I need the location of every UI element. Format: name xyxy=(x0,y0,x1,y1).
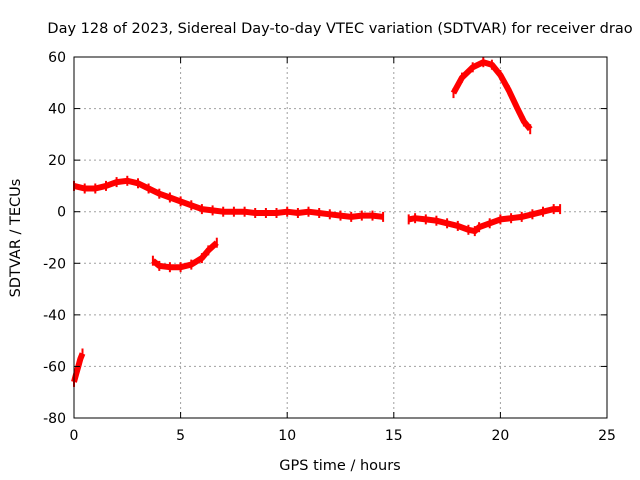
data-point xyxy=(522,116,525,127)
data-point xyxy=(168,192,171,203)
data-point xyxy=(382,211,385,222)
y-tick-label: -20 xyxy=(43,256,66,272)
data-point xyxy=(559,204,562,215)
data-point xyxy=(424,214,427,225)
data-point xyxy=(296,208,299,218)
data-point xyxy=(243,206,246,217)
data-point xyxy=(520,211,523,222)
data-point xyxy=(461,72,463,83)
y-tick-label: 0 xyxy=(57,205,66,221)
data-point xyxy=(499,70,502,81)
x-tick-label: 5 xyxy=(176,428,185,444)
data-point xyxy=(307,206,310,217)
data-point xyxy=(371,210,374,221)
data-point xyxy=(264,208,267,218)
series-line-segment-e xyxy=(450,59,533,132)
x-tick-label: 20 xyxy=(491,428,509,444)
data-point xyxy=(452,88,455,99)
data-point xyxy=(81,348,84,359)
x-tick-label: 15 xyxy=(385,428,403,444)
x-tick-label: 10 xyxy=(278,428,296,444)
data-point xyxy=(79,353,82,364)
data-point xyxy=(211,205,214,216)
series-line-segment-c xyxy=(151,240,219,271)
data-point xyxy=(407,214,410,225)
data-point xyxy=(215,237,218,248)
data-point xyxy=(467,224,470,235)
data-point xyxy=(207,245,210,256)
data-point xyxy=(200,204,203,215)
y-axis-label: SDTVAR / TECUs xyxy=(8,179,24,298)
data-point xyxy=(190,200,193,211)
data-point xyxy=(339,210,342,221)
data-point xyxy=(83,183,86,194)
data-point xyxy=(488,218,491,229)
data-point xyxy=(147,183,150,194)
data-point xyxy=(350,211,353,222)
data-point xyxy=(254,208,257,218)
data-point xyxy=(328,209,331,220)
series-line-segment-d xyxy=(408,206,561,235)
data-point xyxy=(490,59,493,70)
data-point xyxy=(478,222,481,233)
y-tick-label: 20 xyxy=(48,153,66,169)
data-point xyxy=(168,262,171,273)
data-point xyxy=(232,206,235,217)
data-point xyxy=(286,206,289,217)
y-tick-label: -60 xyxy=(43,359,66,375)
data-point xyxy=(200,253,203,264)
data-point xyxy=(222,206,225,217)
data-point xyxy=(94,183,97,194)
series-line-segment-b xyxy=(73,177,384,220)
data-point xyxy=(137,178,139,189)
data-point xyxy=(179,196,182,207)
grid-lines xyxy=(74,57,607,418)
data-point xyxy=(190,259,193,270)
data-point xyxy=(516,103,519,114)
data-point xyxy=(529,124,532,135)
data-point xyxy=(115,177,118,188)
data-point xyxy=(318,208,321,218)
data-point xyxy=(531,209,534,220)
data-point xyxy=(456,220,459,231)
data-point xyxy=(158,260,161,271)
y-tick-label: -40 xyxy=(43,308,66,324)
data-point xyxy=(507,85,510,96)
data-point xyxy=(482,57,485,68)
data-point xyxy=(473,226,476,237)
y-tick-label: 40 xyxy=(48,102,66,118)
data-point xyxy=(158,188,161,199)
x-tick-label: 0 xyxy=(70,428,79,444)
chart-title: Day 128 of 2023, Sidereal Day-to-day VTE… xyxy=(47,21,632,37)
data-point xyxy=(414,213,417,224)
y-tick-label: 60 xyxy=(48,50,66,66)
data-point xyxy=(360,210,363,221)
axis-ticks: 0 5 10 15 20 25 -80 -60 -40 -20 0 20 40 60 xyxy=(43,50,616,444)
data-series xyxy=(71,57,562,387)
data-point xyxy=(446,218,449,229)
data-point xyxy=(179,262,182,273)
plot-frame xyxy=(73,56,608,419)
data-point xyxy=(499,214,502,225)
data-point xyxy=(275,208,278,218)
data-point xyxy=(126,175,129,186)
y-tick-label: -80 xyxy=(43,411,66,427)
x-axis-label: GPS time / hours xyxy=(279,458,400,474)
data-point xyxy=(552,204,555,215)
data-point xyxy=(151,255,154,266)
x-tick-label: 25 xyxy=(598,428,616,444)
data-point xyxy=(435,215,438,226)
data-point xyxy=(471,62,474,73)
data-point xyxy=(105,180,107,191)
data-point xyxy=(510,213,513,224)
data-point xyxy=(75,369,78,380)
data-point xyxy=(542,206,544,217)
